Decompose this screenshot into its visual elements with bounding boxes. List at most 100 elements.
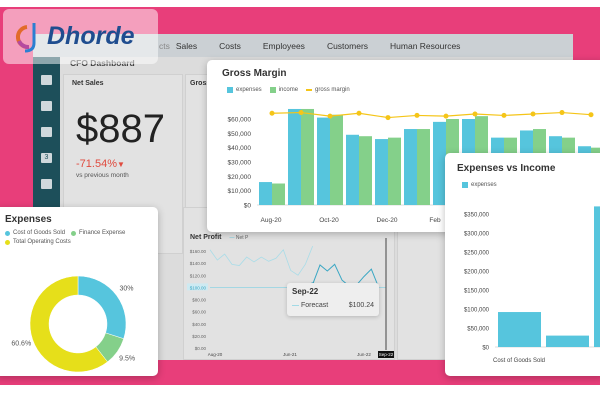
gross-margin-point [559,110,565,116]
gross-margin-point [414,112,420,118]
x-tick-label: Aug-20 [208,352,223,357]
highlight-label-bg [187,283,208,291]
bar-expenses [317,117,330,205]
gross-margin-point [588,112,594,118]
y-tick-label: $200,000 [464,270,490,276]
net-profit-title: Net Profit [190,234,222,241]
bar-income [388,137,401,205]
x-tick-label: Jun-21 [283,352,297,357]
gross-margin-point [472,111,478,117]
bar-expenses [288,108,301,205]
legend-cogs: Cost of Goods Sold [13,230,66,236]
y-tick-label: $350,000 [464,213,490,219]
expenses-card: Expenses Cost of Goods Sold Finance Expe… [0,207,158,376]
top-nav: cts Sales Costs Employees Customers Huma… [33,34,573,57]
bar-expenses [375,139,388,205]
mail-icon[interactable] [41,127,52,137]
tooltip-title: Sep-22 [292,287,319,296]
y-tick-label: $120.00 [190,273,207,278]
net-sales-change: -71.54% [76,158,117,170]
bar-income [330,114,343,205]
net-profit-card: Net Profit — Net P $0.00 $20.00 $40.00 $60.… [183,207,395,360]
y-tick-label: $40.00 [192,322,206,327]
brand-logo: Dhorde [3,9,158,64]
down-arrow-icon: ▼ [116,160,125,169]
y-tick-label: $50,000 [467,327,489,333]
bar-income [417,129,430,205]
actual-line [209,246,314,276]
bar-expenses [433,121,446,205]
gross-margin-title: Gross Margin [222,68,287,79]
users-icon[interactable] [41,179,52,189]
tooltip-value: $100.24 [348,302,374,309]
y-tick-label: $20.00 [192,334,206,339]
nav-item-customers[interactable]: Customers [326,40,369,51]
y-tick-label: $300,000 [464,232,490,238]
y-tick-label: $60.00 [192,310,206,315]
x-tick-label: Oct-20 [319,217,339,224]
bar-expenses [546,335,589,347]
legend-evi-expenses: expenses [471,182,497,188]
evi-chart: $0 $50,000 $100,000 $150,000 $200,000 $250,00… [464,206,600,364]
x-tick-label: Dec-20 [377,217,398,224]
calendar-icon[interactable]: 3 [41,153,52,163]
y-tick-label: $0.00 [195,346,207,351]
bar-expenses [498,312,541,347]
legend-expenses: expenses [236,87,262,93]
y-tick-label: $60,000 [228,117,252,124]
y-tick-label: $30,000 [228,160,252,167]
net-sales-value: $887 [76,107,165,151]
slice-label: 9.5% [119,355,135,362]
nav-item-sales[interactable]: Sales [175,40,198,51]
nav-item-human-resources[interactable]: Human Resources [390,40,461,51]
expenses-title: Expenses [5,214,52,225]
nav-item-costs[interactable]: Costs [219,40,241,51]
bar-expenses [404,129,417,205]
net-sales-title: Net Sales [72,80,104,87]
y-tick-label: $80.00 [192,298,206,303]
legend-finance: Finance Expense [79,230,126,236]
y-tick-label: $100,000 [464,308,490,314]
bar-income [301,108,314,205]
y-tick-label: $140.00 [190,261,207,266]
bar-expenses [259,182,272,205]
legend-income: income [278,87,299,93]
highlight-label: $100.00 [190,285,207,290]
gross-margin-point [327,113,333,119]
y-tick-label: $50,000 [228,131,252,138]
tooltip-series: Forecast [300,302,329,309]
y-tick-label: $0 [482,346,489,352]
nav-item-partial[interactable]: cts [159,40,170,51]
bar-expenses [346,134,359,205]
evi-title: Expenses vs Income [457,163,556,174]
current-x-label: Sep-22 [379,352,394,357]
net-profit-legend: Net P [235,234,249,241]
y-tick-label: $40,000 [228,145,252,152]
forecast-tooltip: Sep-22 — Forecast $100.24 [287,283,379,316]
legend-gross-margin: gross margin [315,87,350,93]
document-icon[interactable] [41,75,52,85]
gross-margin-line [271,111,592,119]
legend-total-op: Total Operating Costs [13,239,71,245]
expenses-vs-income-card: Expenses vs Income expenses $0 $50,000 $10… [445,153,600,376]
gross-margin-point [356,110,362,116]
x-tick-label: Jun-22 [357,352,371,357]
y-tick-label: $150,000 [464,289,490,295]
gross-margin-point [385,115,391,121]
folder-icon[interactable] [41,101,52,111]
x-tick-label: Feb [429,217,441,224]
bar-income [272,183,285,205]
bar-expenses [594,206,600,347]
gross-margin-point [443,113,449,119]
x-tick-label: Cost of Goods Sold [493,358,545,364]
nav-item-employees[interactable]: Employees [262,40,305,51]
slice-label: 30% [119,286,133,293]
gross-margin-point [530,111,536,117]
expenses-donut: 30% 9.5% 60.6% [11,275,135,373]
gross-margin-card: Gross Margin expenses income gross margi… [207,60,600,232]
gross-margin-point [501,112,507,118]
x-tick-label: Aug-20 [261,217,282,224]
gross-card-title: Gross [190,80,211,87]
logo-icon [16,22,36,52]
y-tick-label: $10,000 [228,188,252,195]
